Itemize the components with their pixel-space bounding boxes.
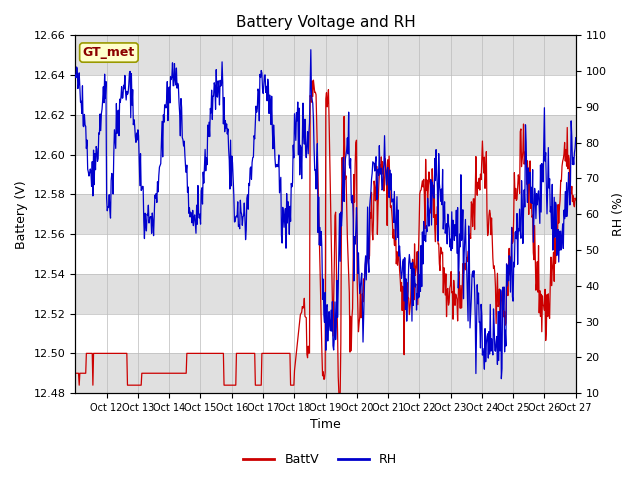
Text: GT_met: GT_met	[83, 46, 135, 59]
Y-axis label: Battery (V): Battery (V)	[15, 180, 28, 249]
Bar	[76, 194, 576, 234]
X-axis label: Time: Time	[310, 419, 341, 432]
Bar	[76, 274, 576, 313]
Bar	[76, 36, 576, 75]
Bar	[76, 353, 576, 393]
Legend: BattV, RH: BattV, RH	[238, 448, 402, 471]
Y-axis label: RH (%): RH (%)	[612, 192, 625, 236]
Bar	[76, 115, 576, 155]
Title: Battery Voltage and RH: Battery Voltage and RH	[236, 15, 415, 30]
